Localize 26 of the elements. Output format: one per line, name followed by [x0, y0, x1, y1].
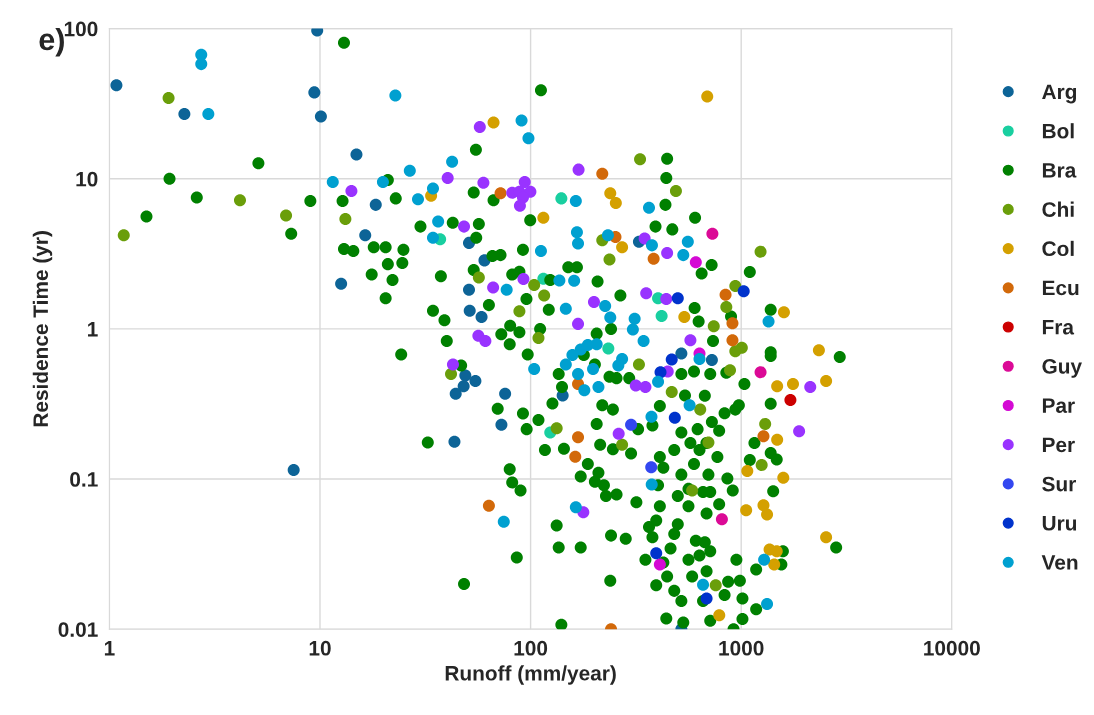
y-tick-label: 0.01 — [58, 622, 98, 637]
y-tick-label: 0.1 — [70, 472, 98, 487]
y-axis-title: Residence Time (yr) — [32, 231, 53, 427]
legend-label: Ecu — [1042, 280, 1079, 296]
y-tick-label: 100 — [64, 21, 98, 37]
x-tick-label: 1 — [104, 641, 115, 656]
legend-label: Ven — [1041, 555, 1078, 570]
legend-label: Arg — [1042, 84, 1077, 104]
x-tick-label: 10000 — [924, 640, 980, 656]
legend-label: Par — [1042, 398, 1075, 413]
legend-label: Sur — [1042, 476, 1076, 492]
legend-label: Chi — [1042, 201, 1074, 217]
y-tick-label: 1 — [88, 322, 98, 337]
y-tick-label: 10 — [76, 171, 98, 187]
legend-label: Fra — [1042, 320, 1075, 335]
x-tick-label: 1000 — [719, 640, 764, 656]
x-tick-label: 100 — [514, 640, 548, 656]
legend-label: Bol — [1042, 123, 1074, 139]
x-tick-label: 10 — [309, 640, 331, 656]
legend-label: Uru — [1042, 516, 1077, 531]
legend-label: Guy — [1042, 359, 1082, 378]
legend-label: Per — [1042, 437, 1075, 453]
x-axis-title: Runoff (mm/year) — [445, 665, 616, 685]
legend-label: Col — [1042, 240, 1074, 257]
legend-label: Bra — [1042, 163, 1077, 178]
chart-title: e) — [39, 27, 64, 57]
